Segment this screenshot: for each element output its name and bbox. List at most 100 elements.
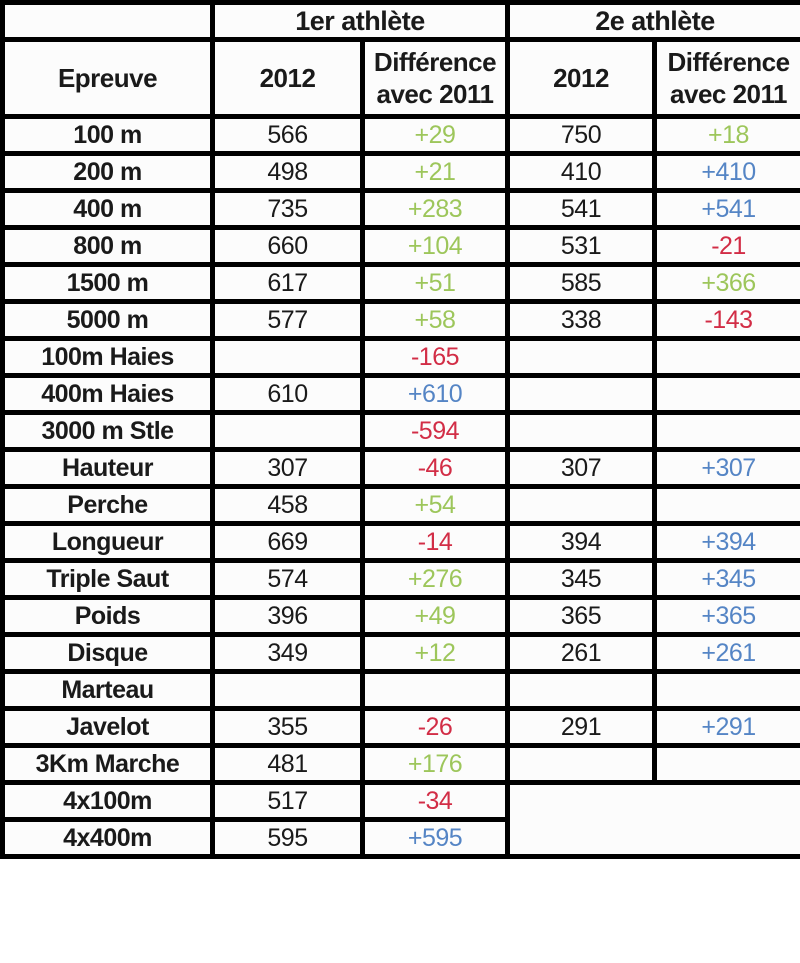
results-table: 1er athlète 2e athlète Epreuve 2012 Diff… [0,0,800,859]
athlete2-diff-cell: +291 [652,706,800,748]
athlete2-2012-cell [505,484,658,526]
athlete2-2012-cell [505,669,658,711]
event-cell: 5000 m [0,299,215,341]
table-row: 400m Haies 610 +610 [0,373,800,415]
athlete2-2012-cell: 345 [505,558,658,600]
event-cell: 200 m [0,151,215,193]
athlete2-2012-cell: 410 [505,151,658,193]
athlete1-diff-cell: -26 [359,706,511,748]
athlete2-diff-cell: -143 [652,299,800,341]
table-row: 100m Haies -165 [0,336,800,378]
athlete2-diff-cell: +394 [652,521,800,563]
athlete2-diff-header: Différence avec 2011 [652,37,800,119]
athlete1-diff-cell [359,669,511,711]
athlete1-2012-cell: 458 [210,484,365,526]
athlete1-diff-cell: +283 [359,188,511,230]
event-cell: 4x400m [0,817,215,859]
athlete1-diff-cell: -14 [359,521,511,563]
event-cell: 400m Haies [0,373,215,415]
event-cell: Triple Saut [0,558,215,600]
event-cell: Perche [0,484,215,526]
athlete2-diff-cell [652,373,800,415]
athlete2-diff-cell [652,336,800,378]
athlete2-2012-cell: 291 [505,706,658,748]
athlete1-diff-cell: +12 [359,632,511,674]
table-row: 400 m 735 +283 541 +541 [0,188,800,230]
event-cell: 1500 m [0,262,215,304]
athlete2-diff-cell: +365 [652,595,800,637]
athlete2-diff-cell: +345 [652,558,800,600]
event-cell: Hauteur [0,447,215,489]
table-row: 4x100m 517 -34 [0,780,800,859]
athlete1-2012-cell: 595 [210,817,365,859]
athlete1-2012-cell: 669 [210,521,365,563]
athlete1-diff-cell: +58 [359,299,511,341]
column-header-row: Epreuve 2012 Différence avec 2011 2012 D… [0,37,800,119]
athlete1-2012-cell: 498 [210,151,365,193]
athlete1-2012-cell: 349 [210,632,365,674]
group-header-row: 1er athlète 2e athlète [0,0,800,42]
athlete2-diff-cell: +410 [652,151,800,193]
athlete2-diff-cell: +307 [652,447,800,489]
event-cell: 100m Haies [0,336,215,378]
table-row: 1500 m 617 +51 585 +366 [0,262,800,304]
event-cell: Marteau [0,669,215,711]
event-cell: Longueur [0,521,215,563]
athlete1-2012-cell: 610 [210,373,365,415]
event-cell: 400 m [0,188,215,230]
table-row: Disque 349 +12 261 +261 [0,632,800,674]
event-cell: 100 m [0,114,215,156]
table-row: Longueur 669 -14 394 +394 [0,521,800,563]
athlete2-2012-cell: 750 [505,114,658,156]
athlete2-diff-cell: +541 [652,188,800,230]
table-row: 800 m 660 +104 531 -21 [0,225,800,267]
table-row: Perche 458 +54 [0,484,800,526]
corner-empty-cell [0,0,215,42]
table-row: Marteau [0,669,800,711]
athlete1-diff-cell: +176 [359,743,511,785]
athlete1-diff-cell: -46 [359,447,511,489]
athlete2-diff-cell: +366 [652,262,800,304]
athlete2-2012-cell: 585 [505,262,658,304]
athlete1-diff-cell: +21 [359,151,511,193]
athlete1-2012-cell: 617 [210,262,365,304]
athlete1-diff-header: Différence avec 2011 [359,37,511,119]
athlete2-diff-cell [652,484,800,526]
athlete1-2012-cell: 735 [210,188,365,230]
athlete1-diff-cell: -594 [359,410,511,452]
athlete2-2012-cell: 338 [505,299,658,341]
table-row: Javelot 355 -26 291 +291 [0,706,800,748]
athlete1-2012-cell: 577 [210,299,365,341]
athlete1-2012-cell: 396 [210,595,365,637]
event-cell: 3Km Marche [0,743,215,785]
athlete1-diff-cell: +49 [359,595,511,637]
athlete2-2012-cell: 365 [505,595,658,637]
event-cell: Disque [0,632,215,674]
event-cell: 4x100m [0,780,215,822]
athlete1-diff-cell: +610 [359,373,511,415]
athlete2-2012-cell [505,743,658,785]
athlete2-diff-cell: +261 [652,632,800,674]
athlete1-diff-cell: +51 [359,262,511,304]
table-row: 100 m 566 +29 750 +18 [0,114,800,156]
athlete2-diff-cell [652,743,800,785]
athlete1-diff-cell: +595 [359,817,511,859]
athlete1-2012-cell [210,669,365,711]
athlete1-year-header: 2012 [210,37,365,119]
table-row: 3Km Marche 481 +176 [0,743,800,785]
athlete1-diff-cell: -165 [359,336,511,378]
athlete1-diff-cell: +54 [359,484,511,526]
event-cell: Poids [0,595,215,637]
athlete2-2012-cell [505,410,658,452]
athlete1-diff-cell: +29 [359,114,511,156]
athlete2-2012-cell: 541 [505,188,658,230]
athlete2-2012-cell: 531 [505,225,658,267]
athlete1-2012-cell [210,410,365,452]
athlete2-2012-cell [505,373,658,415]
athlete2-diff-cell [652,669,800,711]
table-row: Triple Saut 574 +276 345 +345 [0,558,800,600]
table-row: 3000 m Stle -594 [0,410,800,452]
athlete2-year-header: 2012 [505,37,658,119]
athlete2-diff-cell: -21 [652,225,800,267]
